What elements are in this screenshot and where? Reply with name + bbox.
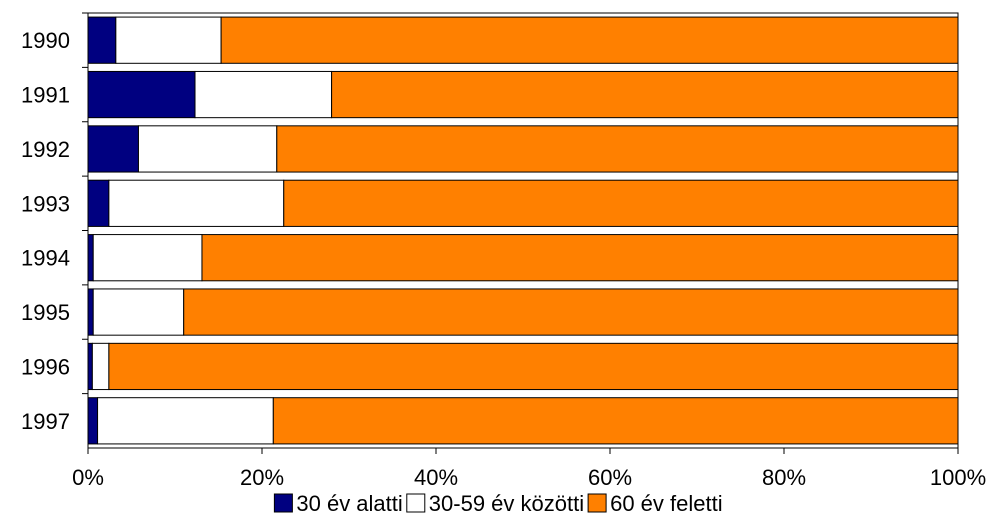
bars-group	[87, 16, 959, 445]
bar-segment-1997-series-1	[87, 397, 99, 445]
legend-swatch-3	[587, 493, 607, 513]
x-tick-label-0: 0%	[72, 465, 104, 490]
bar-segment-1995-series-2	[92, 288, 185, 336]
bar-segment-1991-series-1	[87, 70, 196, 119]
bar-segment-1990-series-3	[220, 16, 959, 64]
bar-segment-1995-series-1	[87, 288, 94, 336]
y-tick-label-1995: 1995	[21, 300, 70, 325]
legend-swatch-1	[273, 493, 293, 513]
y-tick-label-1992: 1992	[21, 137, 70, 162]
bar-segment-1993-series-3	[283, 179, 959, 227]
y-tick-label-1993: 1993	[21, 191, 70, 216]
y-tick-label-1990: 1990	[21, 28, 70, 53]
legend-swatch-2	[406, 493, 426, 513]
bar-segment-1996-series-3	[108, 342, 959, 391]
bar-segment-1993-series-2	[108, 179, 285, 227]
legend-label-1: 30 év alatti	[296, 491, 402, 516]
bar-segment-1994-series-2	[92, 234, 203, 282]
x-tick-label-40: 40%	[414, 465, 458, 490]
y-axis-labels: 1990 1991 1992 1993 1994 1995 1996 1997	[21, 12, 88, 434]
x-axis-labels: 0% 20% 40% 60% 80% 100%	[72, 448, 986, 490]
x-tick-label-80: 80%	[762, 465, 806, 490]
y-tick-label-1997: 1997	[21, 409, 70, 434]
bar-segment-1990-series-2	[115, 16, 222, 64]
bar-segment-1991-series-2	[194, 70, 333, 119]
legend: 30 év alatti 30-59 év közötti 60 év felett…	[273, 491, 723, 516]
bar-segment-1997-series-2	[97, 397, 274, 445]
bar-segment-1992-series-3	[276, 125, 959, 173]
bar-segment-1995-series-3	[183, 288, 959, 336]
y-tick-label-1991: 1991	[21, 83, 70, 108]
x-tick-label-20: 20%	[240, 465, 284, 490]
y-tick-label-1994: 1994	[21, 246, 70, 271]
legend-label-3: 60 év feletti	[610, 491, 723, 516]
y-tick-label-1996: 1996	[21, 354, 70, 379]
bar-segment-1994-series-1	[87, 234, 94, 282]
bar-segment-1997-series-3	[272, 397, 959, 445]
bar-segment-1996-series-1	[87, 342, 93, 391]
legend-label-2: 30-59 év közötti	[429, 491, 584, 516]
bar-segment-1990-series-1	[87, 16, 117, 64]
bar-segment-1991-series-3	[331, 70, 959, 119]
bar-segment-1992-series-2	[137, 125, 278, 173]
bar-segment-1993-series-1	[87, 179, 110, 227]
bar-segment-1996-series-2	[91, 342, 110, 391]
bar-segment-1992-series-1	[87, 125, 139, 173]
x-tick-label-100: 100%	[930, 465, 986, 490]
bar-segment-1994-series-3	[201, 234, 959, 282]
x-tick-label-60: 60%	[588, 465, 632, 490]
